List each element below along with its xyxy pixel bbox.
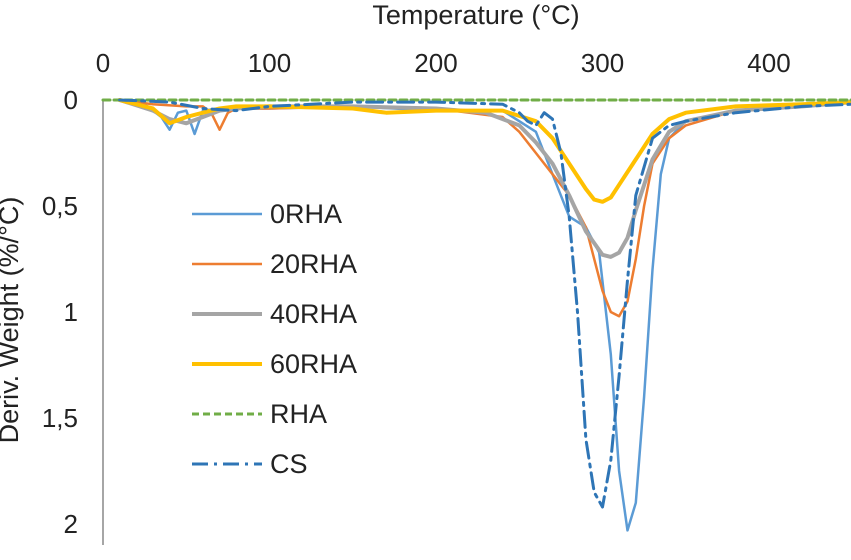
y-axis-title: Deriv. Weight (%/°C) xyxy=(0,197,24,444)
legend-label: CS xyxy=(270,449,308,479)
y-tick-label: 1 xyxy=(64,297,78,327)
series-line-cs xyxy=(118,98,851,509)
series-line-40rha xyxy=(117,98,851,259)
series-line-60rha xyxy=(117,98,851,204)
x-tick-labels: 0 100 200 300 400 xyxy=(96,48,791,78)
legend-label: 0RHA xyxy=(270,199,342,229)
legend-label: 40RHA xyxy=(270,299,357,329)
x-tick-label: 400 xyxy=(747,48,790,78)
legend-label: 20RHA xyxy=(270,249,357,279)
x-tick-label: 0 xyxy=(96,48,110,78)
legend: 0RHA 20RHA 40RHA 60RHA RHA CS xyxy=(192,199,357,479)
x-axis-title: Temperature (°C) xyxy=(372,0,579,30)
series-layer xyxy=(101,98,851,532)
series-line-20rha xyxy=(118,98,851,318)
legend-label: RHA xyxy=(270,399,327,429)
legend-label: 60RHA xyxy=(270,349,357,379)
x-tick-label: 200 xyxy=(414,48,457,78)
y-tick-label: 2 xyxy=(64,509,78,539)
y-tick-label: 0,5 xyxy=(42,191,78,221)
x-tick-label: 100 xyxy=(248,48,291,78)
x-tick-label: 300 xyxy=(581,48,624,78)
y-tick-label: 1,5 xyxy=(42,403,78,433)
series-line-0rha xyxy=(118,98,851,532)
y-tick-labels: 0 0,5 1 1,5 2 xyxy=(42,85,78,539)
y-tick-label: 0 xyxy=(64,85,78,115)
